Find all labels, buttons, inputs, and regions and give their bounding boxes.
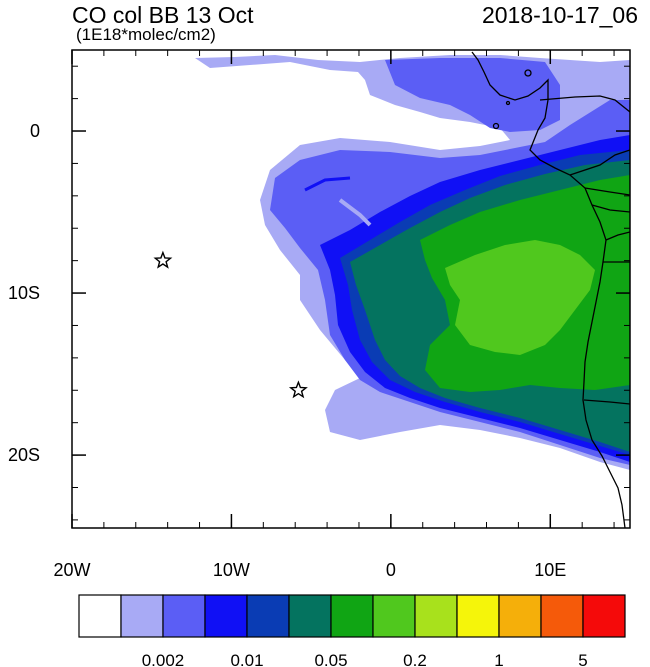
units-subtitle: (1E18*molec/cm2) xyxy=(76,25,216,44)
colorbar-box xyxy=(498,594,542,638)
station-markers xyxy=(153,250,308,399)
x-tick-label: 20W xyxy=(53,560,90,580)
colorbar-label: 5 xyxy=(578,651,587,667)
co-field xyxy=(195,55,630,470)
x-tick-label: 0 xyxy=(386,560,396,580)
colorbar-box xyxy=(540,594,584,638)
plot-frame xyxy=(71,49,631,529)
x-tick-label: 10E xyxy=(534,560,566,580)
colorbar-box xyxy=(162,594,206,638)
star-marker-1 xyxy=(153,250,173,269)
colorbar-label: 0.2 xyxy=(403,651,427,667)
valid-time: 2018-10-17_06 xyxy=(481,2,638,28)
colorbar-box xyxy=(414,594,458,638)
colorbar-box xyxy=(246,594,290,638)
co-streak xyxy=(304,176,351,192)
colorbar-box xyxy=(120,594,164,638)
colorbar-box xyxy=(372,594,416,638)
y-tick-label: 20S xyxy=(8,445,40,465)
colorbar-label: 0.05 xyxy=(314,651,347,667)
colorbar-box xyxy=(288,594,332,638)
co-streak xyxy=(338,198,372,227)
axis-ticks: 20W 10W 0 10E 0 10S 20S xyxy=(8,50,630,580)
x-tick-label: 10W xyxy=(213,560,250,580)
colorbar-label: 0.002 xyxy=(142,651,185,667)
colorbar-box xyxy=(78,594,122,638)
colorbar-box xyxy=(456,594,500,638)
colorbar-box xyxy=(582,594,626,638)
co-level-5 xyxy=(445,240,595,355)
y-tick-label: 0 xyxy=(30,121,40,141)
y-tick-label: 10S xyxy=(8,283,40,303)
map-title: CO col BB 13 Oct xyxy=(72,2,254,28)
colorbar: 0.002 0.01 0.05 0.2 1 5 xyxy=(78,594,626,667)
coastline xyxy=(471,51,630,528)
colorbar-label: 1 xyxy=(494,651,503,667)
colorbar-box xyxy=(204,594,248,638)
colorbar-box xyxy=(330,594,374,638)
colorbar-label: 0.01 xyxy=(230,651,263,667)
star-marker-2 xyxy=(288,380,308,399)
